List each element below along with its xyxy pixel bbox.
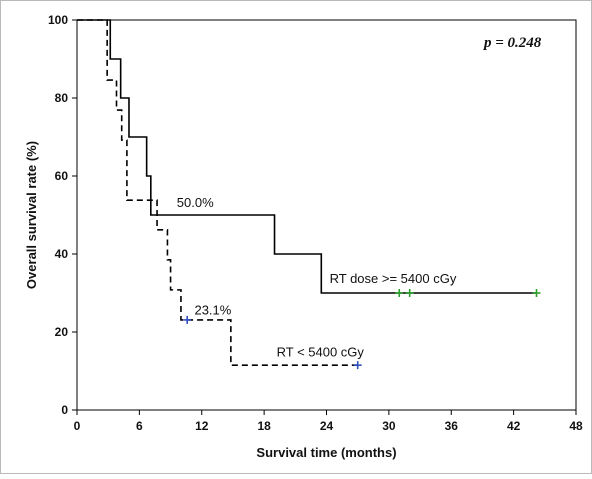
y-tick-label: 20 <box>55 325 69 339</box>
x-tick-label: 24 <box>320 419 334 433</box>
x-tick-label: 36 <box>445 419 459 433</box>
x-axis-title: Survival time (months) <box>256 445 396 460</box>
censor-marker <box>532 289 541 297</box>
x-tick-label: 18 <box>257 419 271 433</box>
annotation-label: RT dose >= 5400 cGy <box>330 271 457 286</box>
annotation-label: 23.1% <box>194 302 231 317</box>
y-axis-title: Overall survival rate (%) <box>24 141 39 289</box>
x-tick-label: 48 <box>569 419 583 433</box>
axes: 0 6 12 18 24 30 36 42 48 0 20 40 60 80 100 <box>48 13 583 433</box>
censor-marker <box>405 289 414 297</box>
censor-marker <box>183 315 192 324</box>
y-tick-label: 80 <box>55 91 69 105</box>
y-tick-label: 100 <box>48 13 68 27</box>
x-tick-label: 42 <box>507 419 521 433</box>
annotation-label: RT < 5400 cGy <box>277 345 365 360</box>
annotations: 50.0% 23.1% RT dose >= 5400 cGy RT < 5400 c… <box>177 195 457 359</box>
y-tick-label: 40 <box>55 247 69 261</box>
annotation-label: 50.0% <box>177 195 214 210</box>
y-tick-label: 0 <box>61 403 68 417</box>
censor-marker <box>353 361 362 370</box>
km-curve-low-dose <box>77 19 358 366</box>
x-tick-label: 6 <box>136 419 143 433</box>
series-group <box>77 19 541 370</box>
censor-marker <box>395 289 404 297</box>
x-tick-label: 30 <box>382 419 396 433</box>
y-tick-label: 60 <box>55 169 69 183</box>
x-tick-label: 12 <box>195 419 209 433</box>
x-tick-label: 0 <box>74 419 81 433</box>
km-curve-high-dose <box>77 19 537 294</box>
p-value-label: p = 0.248 <box>482 35 542 51</box>
